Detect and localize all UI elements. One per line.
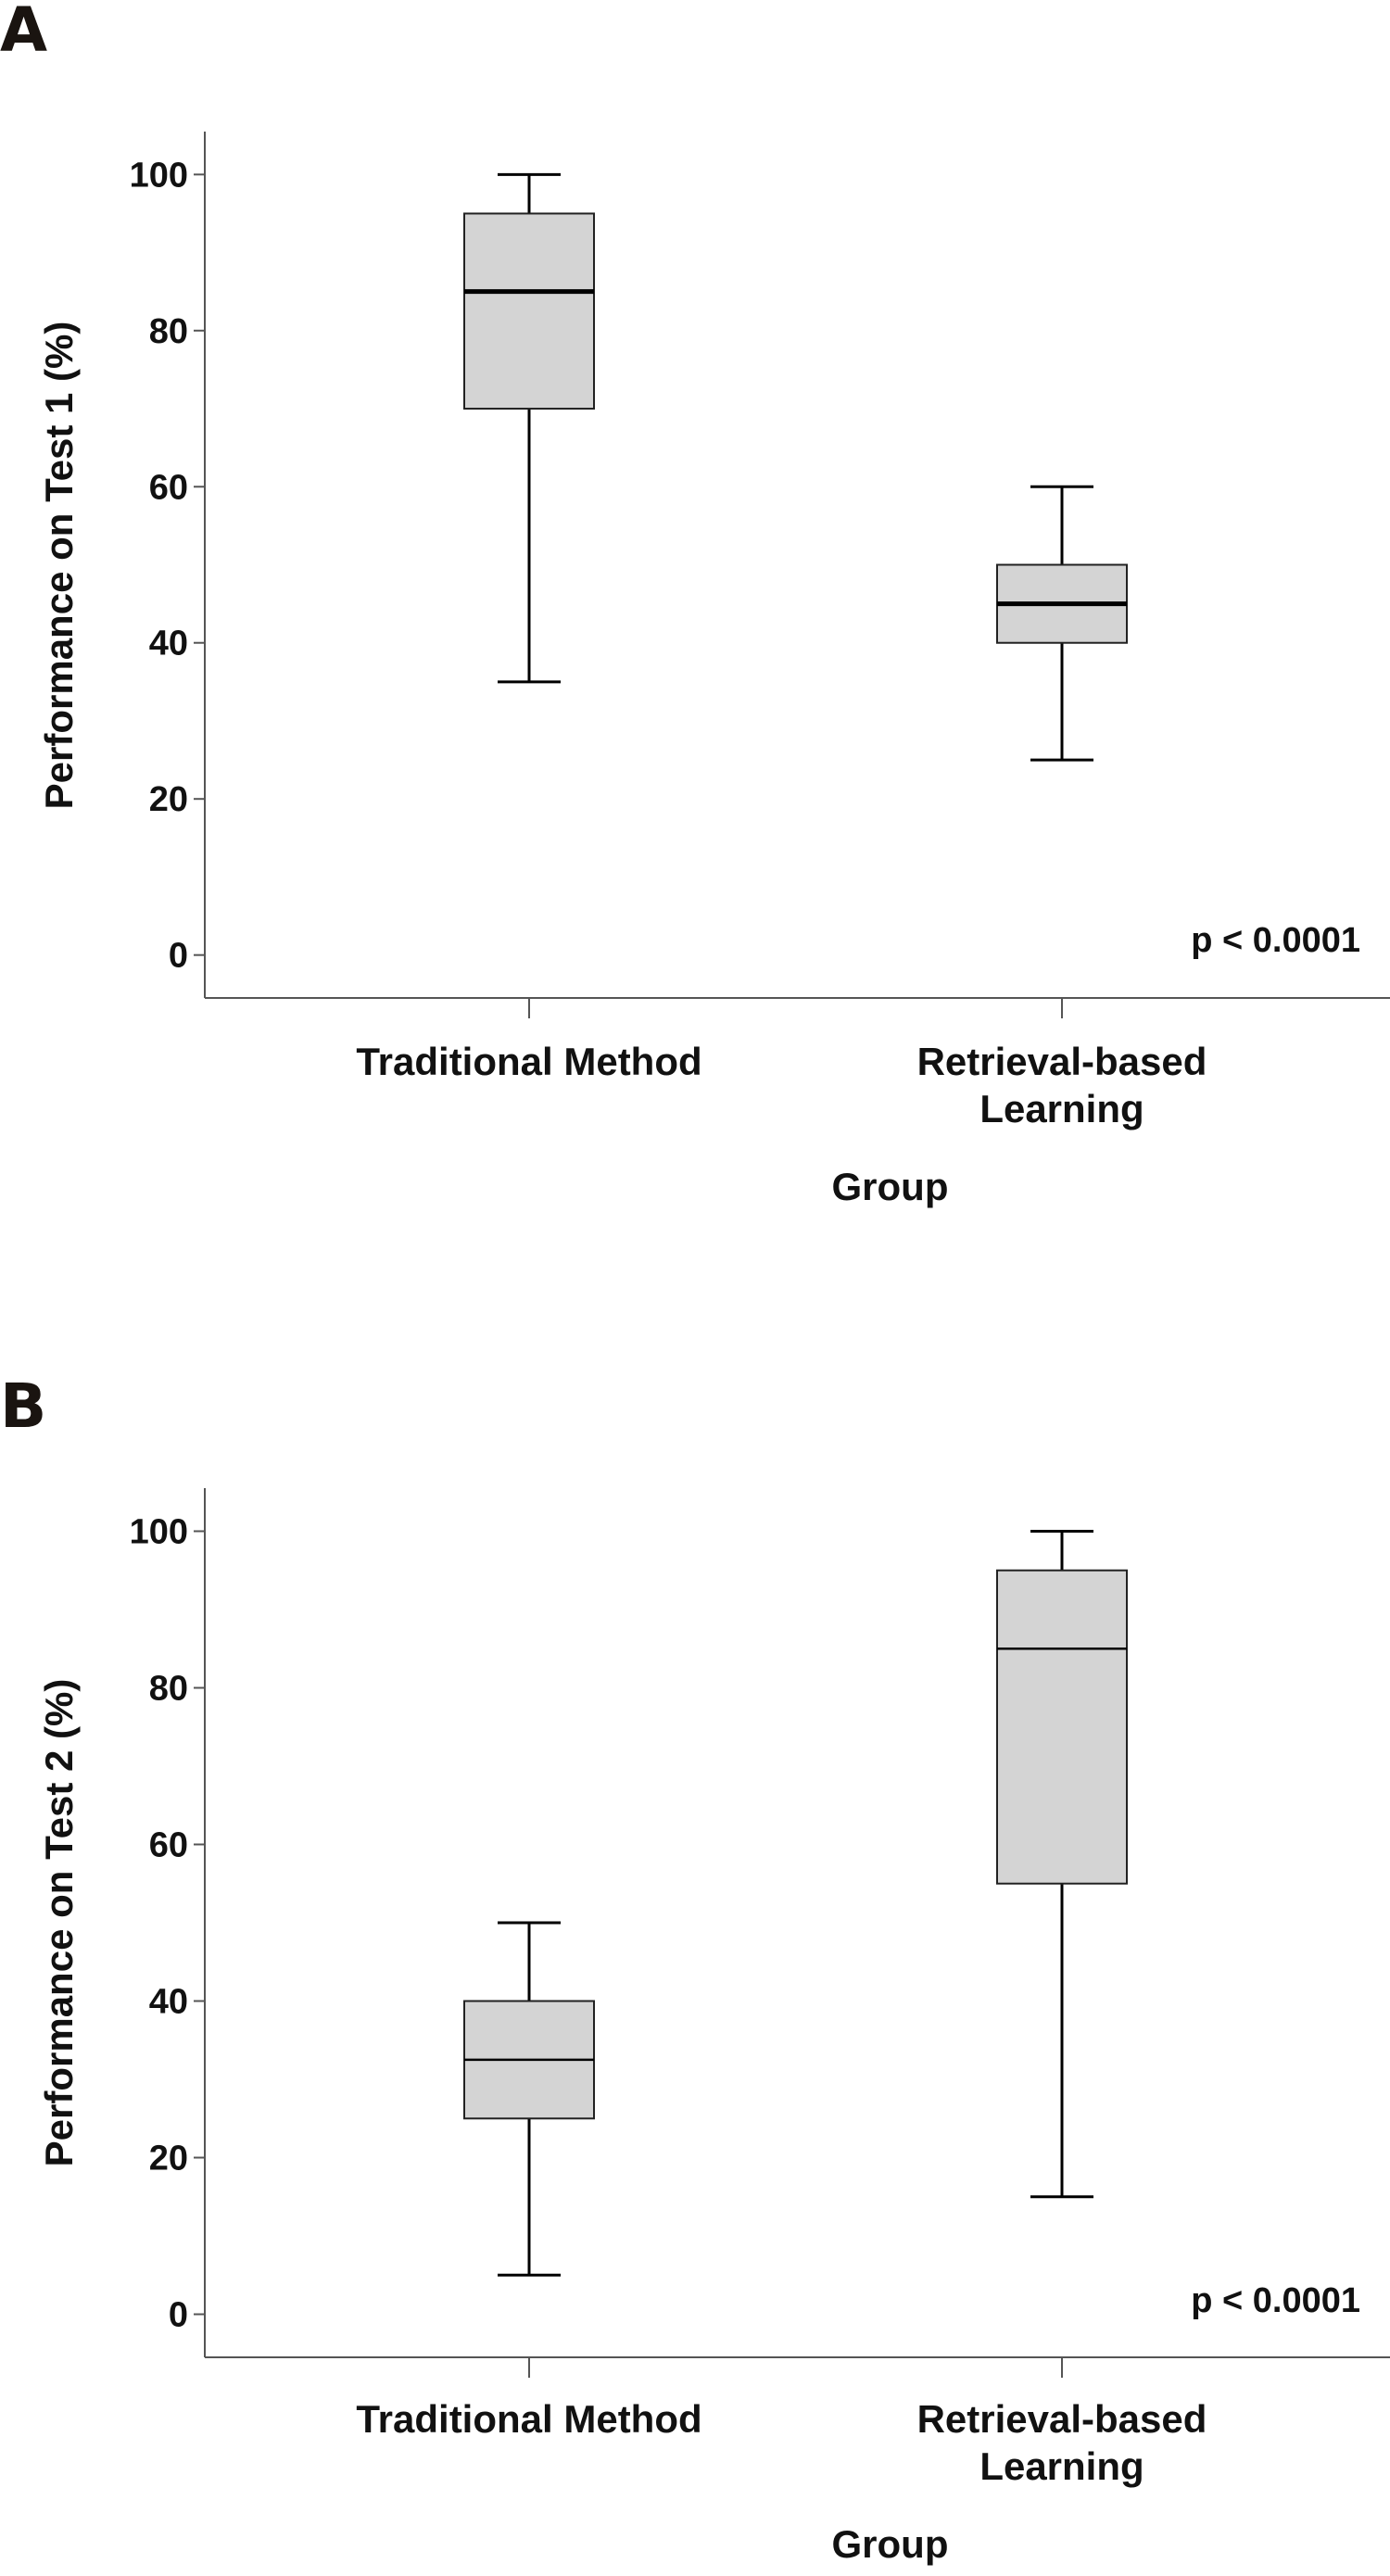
x-tick-label: Retrieval-based — [917, 1040, 1207, 1083]
y-tick-label: 60 — [149, 468, 188, 507]
box-1 — [996, 485, 1128, 762]
iqr-box — [463, 212, 595, 410]
x-tick-label: Retrieval-based — [917, 2397, 1207, 2441]
y-tick-label: 80 — [149, 312, 188, 351]
y-tick-label: 0 — [169, 2296, 188, 2335]
y-axis-label: Performance on Test 2 (%) — [37, 1679, 81, 2167]
panel-label: B — [0, 1370, 46, 1442]
x-tick-label: Traditional Method — [356, 2397, 701, 2441]
y-tick-label: 80 — [149, 1669, 188, 1708]
x-tick-label: Learning — [979, 1087, 1144, 1130]
chart-panel-a: A 0 20 40 60 80 100 Performance on Test 1 (%) Tr… — [0, 0, 1390, 1208]
chart-panel-b: B 0 20 40 60 80 100 Performance on Test 2 (%) Tr… — [0, 1370, 1390, 2566]
p-value-annotation: p < 0.0001 — [1191, 921, 1360, 960]
p-value-annotation: p < 0.0001 — [1191, 2281, 1360, 2320]
panel-label: A — [0, 0, 47, 66]
box-0 — [463, 1921, 595, 2277]
box-1 — [996, 1529, 1128, 2199]
x-axis-label: Group — [832, 1165, 949, 1208]
x-tick-label: Traditional Method — [356, 1040, 701, 1083]
y-tick-label: 100 — [130, 156, 188, 195]
iqr-box — [996, 1569, 1128, 1885]
box-0 — [463, 172, 595, 684]
y-tick-label: 40 — [149, 625, 188, 663]
y-axis-label: Performance on Test 1 (%) — [37, 322, 81, 810]
x-axis-label: Group — [832, 2522, 949, 2566]
y-tick-label: 0 — [169, 937, 188, 976]
y-tick-label: 100 — [130, 1512, 188, 1551]
y-tick-label: 20 — [149, 780, 188, 819]
y-tick-label: 20 — [149, 2140, 188, 2178]
x-tick-label: Learning — [979, 2444, 1144, 2488]
y-tick-label: 40 — [149, 1983, 188, 2022]
y-tick-label: 60 — [149, 1825, 188, 1864]
